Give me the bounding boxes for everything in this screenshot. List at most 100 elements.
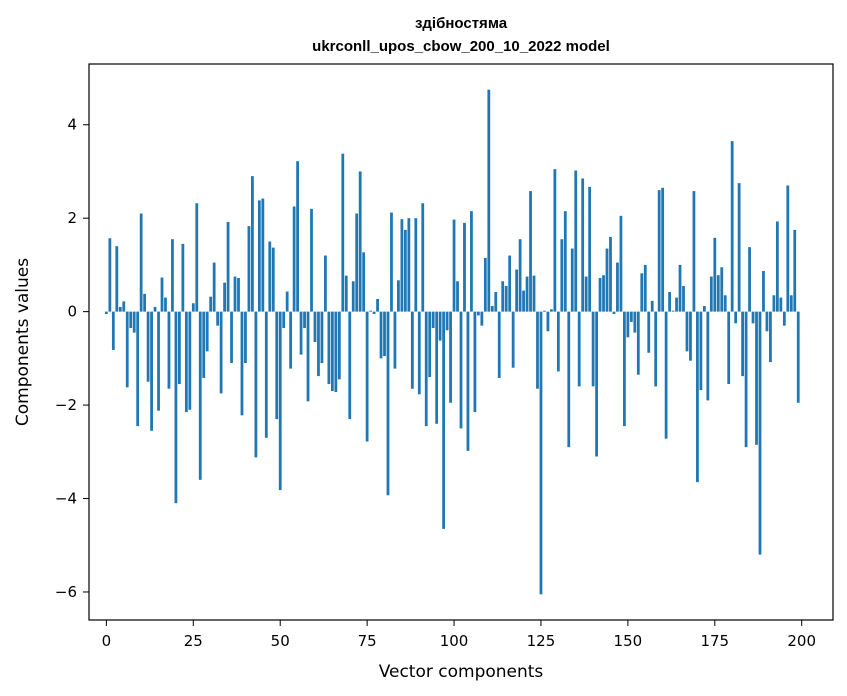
bar [720, 267, 724, 312]
bar [122, 301, 126, 312]
bar [494, 292, 498, 312]
bar [553, 169, 557, 312]
bar [310, 208, 313, 312]
bar [751, 311, 755, 324]
bar [598, 277, 602, 312]
bar [445, 311, 449, 331]
bar [584, 276, 588, 312]
bar [226, 221, 230, 312]
bar [129, 311, 133, 328]
bar [699, 311, 703, 391]
bar [716, 275, 720, 312]
x-axis-label: Vector components [379, 662, 544, 682]
bar [320, 311, 324, 364]
bar [689, 311, 692, 361]
y-tick-label: −6 [55, 583, 77, 601]
bar [383, 311, 386, 357]
bar [762, 270, 765, 312]
bar [577, 311, 581, 387]
bar [497, 311, 501, 378]
bar [490, 306, 494, 312]
bar [612, 311, 616, 314]
bar [184, 311, 188, 413]
bar [442, 311, 446, 529]
bar [765, 311, 769, 332]
bar [191, 303, 195, 312]
bar [741, 311, 744, 377]
bar [386, 311, 390, 496]
bar [216, 311, 220, 326]
x-tick-label: 25 [184, 632, 203, 650]
bar [463, 222, 466, 312]
bar [195, 203, 199, 312]
bar [654, 311, 658, 387]
x-tick-label: 150 [614, 632, 643, 650]
bar [344, 275, 348, 312]
bar [560, 239, 564, 312]
bar [675, 297, 678, 312]
bar [543, 310, 546, 312]
bar [730, 141, 734, 312]
bar [532, 275, 536, 312]
bar [605, 248, 609, 312]
bar [150, 311, 153, 431]
bar [546, 311, 550, 332]
bar [341, 153, 345, 312]
bar [178, 311, 181, 385]
bar [376, 299, 379, 312]
bar [793, 229, 797, 312]
bar [327, 311, 331, 385]
x-tick-label: 0 [102, 632, 112, 650]
bar [271, 247, 275, 312]
bar [132, 311, 136, 333]
bar [661, 187, 665, 312]
bar [282, 311, 286, 328]
bar [292, 206, 296, 312]
bar [365, 311, 369, 442]
bar [748, 247, 751, 312]
bar [306, 311, 310, 402]
y-tick-label: 2 [67, 209, 77, 227]
bar [164, 297, 167, 312]
bar [146, 311, 150, 382]
bar [782, 311, 786, 326]
x-tick-label: 100 [440, 632, 469, 650]
bar [143, 293, 147, 312]
chart-title: здібностяма [415, 15, 508, 32]
bar [435, 311, 439, 424]
bar [330, 311, 334, 392]
bar [261, 198, 265, 312]
bar [351, 281, 355, 312]
bar [157, 311, 160, 411]
bar [230, 311, 233, 364]
y-tick-label: 0 [67, 303, 77, 321]
bar [769, 311, 772, 363]
x-tick-label: 175 [700, 632, 729, 650]
bar [264, 311, 268, 438]
y-tick-label: −2 [55, 396, 77, 414]
bar [275, 311, 279, 420]
bar [508, 255, 512, 312]
bar [570, 248, 574, 312]
bar [476, 311, 480, 316]
bar [664, 311, 668, 439]
bar [640, 273, 644, 312]
bar [556, 311, 560, 372]
bar [188, 311, 192, 410]
bar [285, 291, 289, 312]
bar [671, 310, 675, 312]
bar [619, 215, 623, 312]
bar [702, 306, 706, 312]
bar [758, 311, 762, 555]
bar [796, 311, 800, 403]
x-tick-label: 125 [527, 632, 556, 650]
bar [421, 203, 425, 312]
bar [682, 285, 685, 312]
bar [459, 311, 463, 429]
bar [372, 311, 376, 314]
bar [362, 252, 366, 312]
bar [431, 311, 435, 328]
bar [212, 262, 216, 312]
bar [244, 311, 247, 364]
